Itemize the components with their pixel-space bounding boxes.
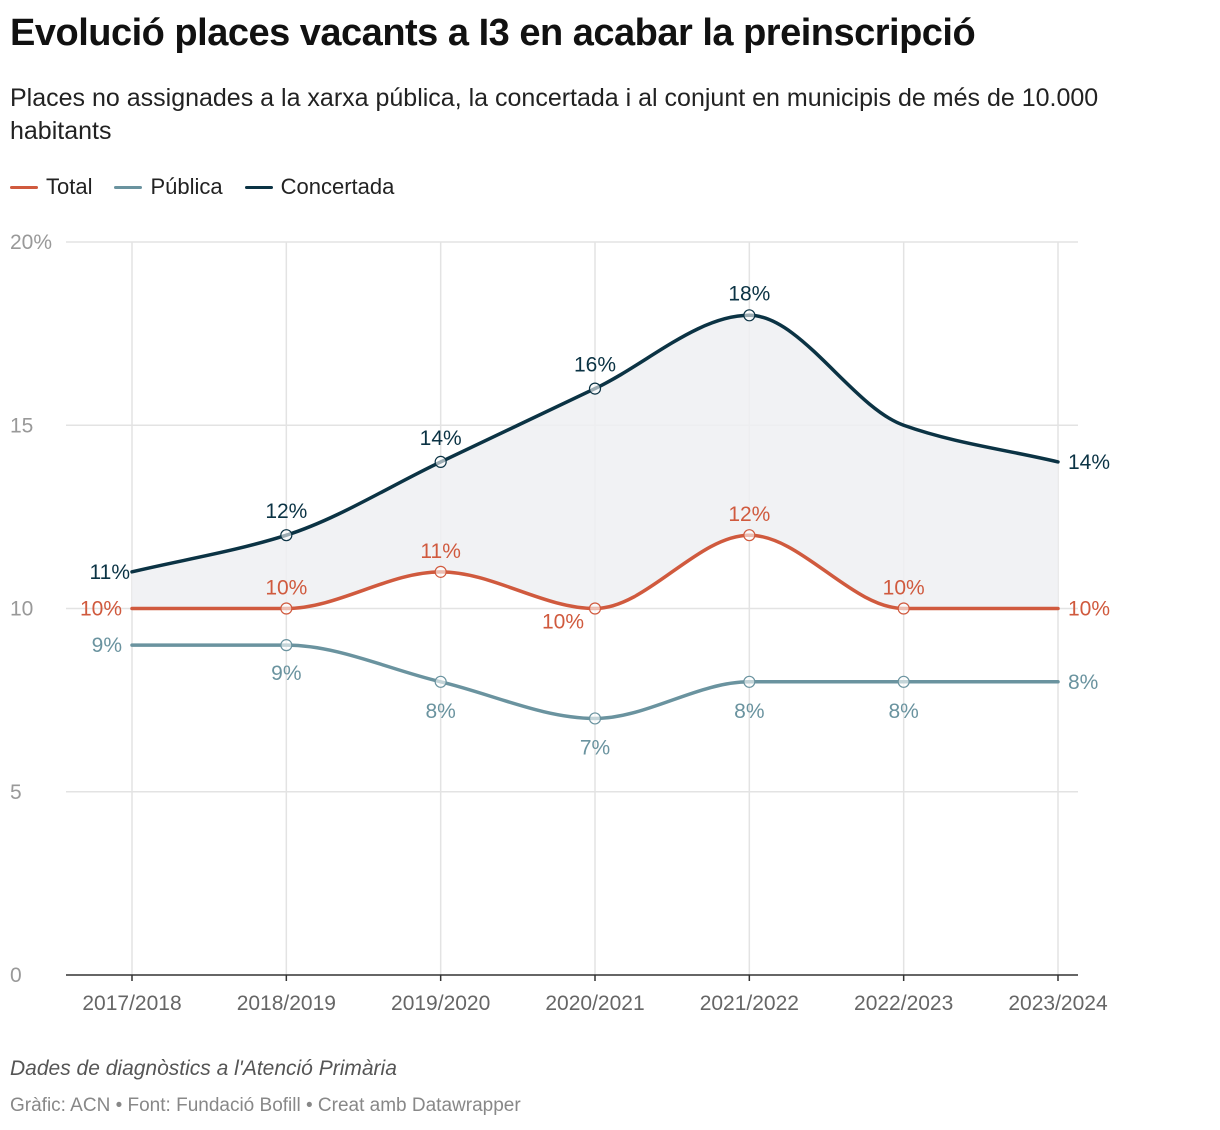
legend-item-concertada: Concertada <box>244 174 395 200</box>
data-label-concertada: 14% <box>1068 451 1110 474</box>
data-label-total: 10% <box>265 577 307 600</box>
y-tick-label: 10 <box>10 598 33 621</box>
y-tick-label: 5 <box>10 781 22 804</box>
legend-item-total: Total <box>10 174 92 200</box>
data-label-concertada: 16% <box>574 354 616 377</box>
point-marker-total <box>897 602 910 615</box>
data-label-total: 12% <box>728 503 770 526</box>
data-label-concertada: 12% <box>265 500 307 523</box>
x-tick-label: 2023/2024 <box>1008 992 1108 1015</box>
chart-subtitle: Places no assignades a la xarxa pública,… <box>10 84 1099 145</box>
point-marker-total <box>588 602 602 615</box>
point-marker-publica <box>434 675 447 688</box>
data-label-publica: 8% <box>734 700 764 723</box>
data-label-total: 10% <box>80 598 122 621</box>
point-marker-total <box>434 565 447 578</box>
legend-label-concertada: Concertada <box>280 174 395 199</box>
chart-title: Evolució places vacants a I3 en acabar l… <box>10 12 976 54</box>
point-marker-concertada <box>743 309 756 322</box>
point-marker-publica <box>743 675 756 688</box>
legend-label-publica: Pública <box>150 174 223 199</box>
y-tick-label: 20% <box>10 231 52 254</box>
y-tick-label: 0 <box>10 964 22 987</box>
chart-legend: Total Pública Concertada <box>10 174 394 200</box>
data-label-total: 10% <box>1068 598 1110 621</box>
x-tick-label: 2018/2019 <box>237 992 336 1015</box>
legend-label-total: Total <box>46 174 93 199</box>
chart-footer: Gràfic: ACN • Font: Fundació Bofill • Cr… <box>10 1095 521 1116</box>
x-tick-label: 2021/2022 <box>700 992 799 1015</box>
x-tick-label: 2017/2018 <box>82 992 181 1015</box>
data-label-publica: 8% <box>425 700 455 723</box>
shaded-range-area <box>132 315 1058 609</box>
x-tick-label: 2020/2021 <box>545 992 644 1015</box>
chart-notes: Dades de diagnòstics a l'Atenció Primàri… <box>10 1057 397 1080</box>
legend-swatch-total <box>10 185 38 189</box>
data-label-concertada: 18% <box>728 282 770 305</box>
data-label-total: 10% <box>542 611 584 634</box>
point-marker-total <box>280 602 293 615</box>
legend-item-publica: Pública <box>114 174 223 200</box>
y-tick-label: 15 <box>10 414 33 437</box>
data-label-publica: 8% <box>888 700 918 723</box>
data-label-concertada: 11% <box>90 561 130 584</box>
data-label-publica: 7% <box>580 736 610 759</box>
point-marker-concertada <box>434 455 447 468</box>
data-label-total: 11% <box>420 540 460 563</box>
point-marker-total <box>743 529 756 542</box>
x-tick-label: 2022/2023 <box>854 992 953 1015</box>
point-marker-publica <box>588 712 602 725</box>
data-label-publica: 8% <box>1068 671 1098 694</box>
legend-swatch-publica <box>114 185 143 189</box>
data-label-concertada: 14% <box>420 427 462 450</box>
x-tick-label: 2019/2020 <box>391 992 490 1015</box>
data-label-total: 10% <box>883 577 925 600</box>
data-label-publica: 9% <box>271 662 301 685</box>
point-marker-publica <box>897 675 910 688</box>
legend-swatch-concertada <box>244 185 273 189</box>
point-marker-publica <box>280 639 293 652</box>
data-label-publica: 9% <box>92 634 122 657</box>
point-marker-concertada <box>588 382 602 395</box>
point-marker-concertada <box>280 529 293 542</box>
